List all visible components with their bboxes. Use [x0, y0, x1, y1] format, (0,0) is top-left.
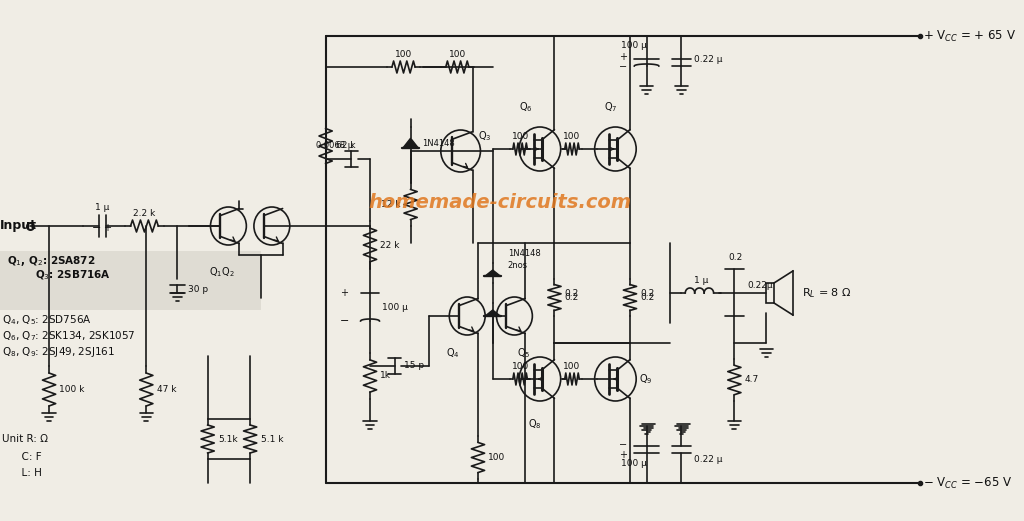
Text: 2.2 k: 2.2 k: [133, 209, 156, 218]
Text: Q$_8$: Q$_8$: [528, 417, 542, 431]
Text: Q$_6$: Q$_6$: [519, 100, 532, 114]
Text: Input: Input: [0, 219, 37, 232]
Text: 2nos: 2nos: [508, 262, 528, 270]
Text: 0.2: 0.2: [729, 254, 743, 263]
Bar: [766, 283, 774, 303]
Text: 1k: 1k: [380, 371, 391, 380]
Text: 100 µ: 100 µ: [622, 42, 647, 51]
Text: Q$_6$, Q$_7$: 2SK134, 2SK1057: Q$_6$, Q$_7$: 2SK134, 2SK1057: [2, 329, 135, 343]
Text: −: −: [618, 62, 627, 72]
Text: 0.2: 0.2: [640, 290, 654, 299]
Text: 100: 100: [511, 132, 528, 141]
Text: Q$_1$, Q$_2$: 2SA872: Q$_1$, Q$_2$: 2SA872: [6, 254, 95, 268]
Text: 5.1 k: 5.1 k: [260, 435, 283, 443]
Text: 5.1k: 5.1k: [218, 435, 238, 443]
Text: C: F: C: F: [2, 452, 42, 462]
Text: 100: 100: [449, 50, 466, 59]
Text: 100 k: 100 k: [59, 385, 85, 394]
Text: 47 k: 47 k: [157, 385, 176, 394]
Text: Q$_1$Q$_2$: Q$_1$Q$_2$: [209, 265, 234, 279]
Text: 0.2: 0.2: [640, 293, 654, 302]
Text: Q$_3$: Q$_3$: [477, 129, 492, 143]
Text: 100: 100: [563, 362, 581, 371]
Text: Q$_3$: 2SB716A: Q$_3$: 2SB716A: [35, 268, 111, 282]
Text: 100: 100: [511, 362, 528, 371]
Text: Q$_5$: Q$_5$: [517, 346, 530, 360]
Text: +: +: [618, 450, 627, 460]
Text: 30 p: 30 p: [187, 284, 208, 293]
Text: 1N4148: 1N4148: [422, 139, 455, 147]
Text: 12 k: 12 k: [381, 200, 400, 209]
Text: 22 k: 22 k: [380, 241, 399, 250]
Text: 4.7: 4.7: [744, 376, 759, 384]
Text: 0.2: 0.2: [565, 293, 580, 302]
Text: −: −: [91, 223, 101, 233]
Text: 100 µ: 100 µ: [382, 303, 409, 312]
Text: +: +: [618, 52, 627, 62]
Text: Unit R: Ω: Unit R: Ω: [2, 434, 48, 444]
Text: 0.22 µ: 0.22 µ: [694, 454, 722, 464]
Text: +: +: [341, 288, 348, 298]
Text: 0.0068 µ: 0.0068 µ: [316, 142, 353, 151]
Text: 62 k: 62 k: [336, 142, 355, 151]
Text: 100: 100: [395, 50, 412, 59]
Text: Q$_9$: Q$_9$: [639, 372, 652, 386]
Text: 100: 100: [563, 132, 581, 141]
Text: Q$_4$, Q$_5$: 2SD756A: Q$_4$, Q$_5$: 2SD756A: [2, 313, 92, 327]
Text: 100 µ: 100 µ: [622, 458, 647, 467]
Text: $-$ V$_{CC}$ = $-$65 V: $-$ V$_{CC}$ = $-$65 V: [923, 476, 1013, 491]
Polygon shape: [485, 270, 501, 276]
Text: Q$_7$: Q$_7$: [604, 100, 617, 114]
Text: −: −: [340, 316, 349, 326]
Text: 1N4148: 1N4148: [508, 249, 541, 257]
Text: 15 p: 15 p: [404, 362, 424, 370]
Text: 0.22µ: 0.22µ: [748, 281, 773, 291]
Text: L: H: L: H: [2, 468, 42, 478]
Text: Q$_4$: Q$_4$: [446, 346, 460, 360]
Text: R$_L$ = 8 Ω: R$_L$ = 8 Ω: [803, 286, 852, 300]
Text: −: −: [618, 440, 627, 450]
Text: homemade-circuits.com: homemade-circuits.com: [368, 193, 631, 213]
Text: +: +: [102, 223, 111, 233]
FancyBboxPatch shape: [0, 251, 261, 310]
Text: 1 µ: 1 µ: [95, 203, 110, 212]
Text: 100: 100: [488, 453, 506, 462]
Text: Q$_8$, Q$_9$: 2SJ49, 2SJ161: Q$_8$, Q$_9$: 2SJ49, 2SJ161: [2, 345, 115, 359]
Text: 1 µ: 1 µ: [694, 276, 709, 285]
Polygon shape: [403, 138, 418, 148]
Text: 0.2: 0.2: [565, 290, 580, 299]
Polygon shape: [485, 310, 501, 316]
Text: + V$_{CC}$ = + 65 V: + V$_{CC}$ = + 65 V: [923, 29, 1016, 44]
Text: 0.22 µ: 0.22 µ: [694, 55, 722, 64]
